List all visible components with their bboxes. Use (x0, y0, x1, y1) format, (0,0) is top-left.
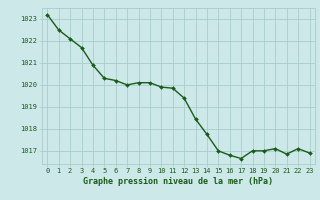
X-axis label: Graphe pression niveau de la mer (hPa): Graphe pression niveau de la mer (hPa) (84, 177, 273, 186)
